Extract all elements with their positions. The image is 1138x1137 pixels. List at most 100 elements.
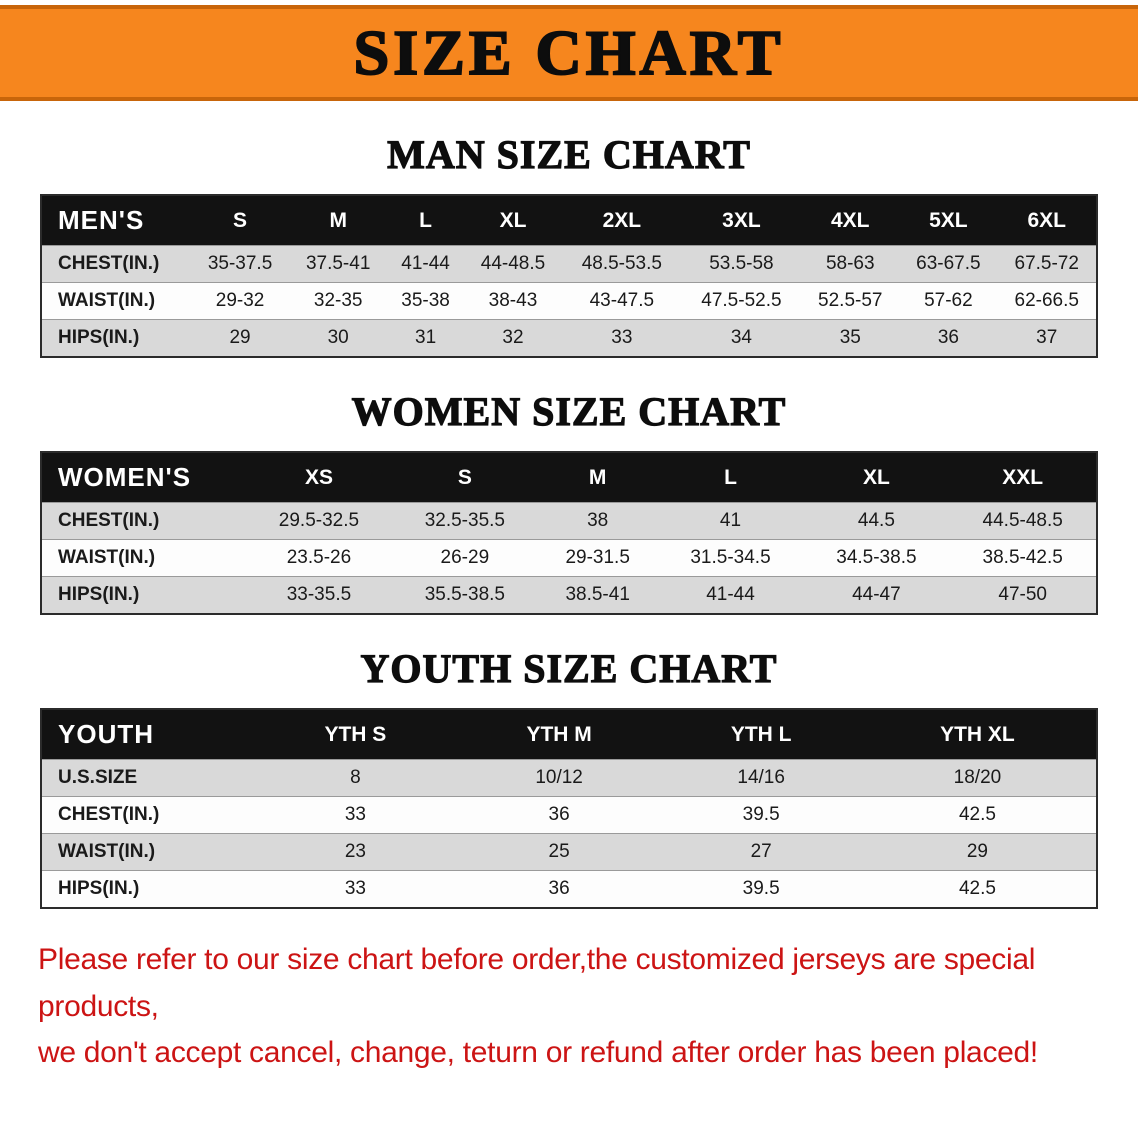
size-value-cell: 34.5-38.5 [803,539,950,577]
size-value-cell: 29-32 [191,282,290,320]
size-column-header: XXL [949,452,1097,503]
size-column-header: 3XL [681,195,802,246]
page-title: SIZE CHART [353,17,785,88]
size-value-cell: 31.5-34.5 [657,539,804,577]
size-value-cell: 8 [256,759,455,797]
size-value-cell: 29-31.5 [537,539,658,577]
size-value-cell: 48.5-53.5 [562,245,682,283]
size-value-cell: 63-67.5 [899,245,998,283]
row-label: CHEST(IN.) [41,796,256,834]
table-header-row: MEN'S S M L XL 2XL 3XL 4XL 5XL 6XL [41,195,1097,246]
size-chart-banner: SIZE CHART [0,5,1138,101]
size-table: MEN'S S M L XL 2XL 3XL 4XL 5XL 6XL CHEST(IN.) 35-37… [40,194,1098,358]
size-value-cell: 14/16 [663,759,859,797]
women-size-table: WOMEN'S XS S M L XL XXL CHEST(IN.) 29.5-32.5 32.5… [40,451,1098,615]
note-line-2: we don't accept cancel, change, teturn o… [38,1036,1038,1069]
size-column-header: L [657,452,804,503]
size-value-cell: 38-43 [463,282,563,320]
size-value-cell: 57-62 [899,282,998,320]
size-table: WOMEN'S XS S M L XL XXL CHEST(IN.) 29.5-32.5 32.5… [40,451,1098,615]
row-label: HIPS(IN.) [41,870,256,908]
size-value-cell: 52.5-57 [801,282,900,320]
size-column-header: M [537,452,658,503]
size-value-cell: 42.5 [858,796,1097,834]
table-row: WAIST(IN.) 23.5-26 26-29 29-31.5 31.5-34.5 34… [41,539,1097,577]
size-value-cell: 33 [256,870,455,908]
size-value-cell: 44.5 [803,502,950,540]
size-value-cell: 35-37.5 [191,245,290,283]
table-header-row: YOUTH YTH S YTH M YTH L YTH XL [41,709,1097,760]
size-column-header: 2XL [562,195,682,246]
table-corner-label: YOUTH [41,709,256,760]
table-row: HIPS(IN.) 33-35.5 35.5-38.5 38.5-41 41-44 44-… [41,576,1097,614]
women-section-heading: WOMEN SIZE CHART [351,388,787,434]
size-value-cell: 35-38 [387,282,464,320]
size-value-cell: 41-44 [387,245,464,283]
size-value-cell: 36 [454,870,664,908]
size-value-cell: 53.5-58 [681,245,802,283]
size-value-cell: 44-47 [803,576,950,614]
row-label: CHEST(IN.) [41,245,191,283]
youth-size-table: YOUTH YTH S YTH M YTH L YTH XL U.S.SIZE 8 10/12… [40,708,1098,909]
size-value-cell: 26-29 [391,539,538,577]
youth-section-heading: YOUTH SIZE CHART [360,645,778,691]
youth-size-section: YOUTH SIZE CHART YOUTH YTH S YTH M YTH L YTH… [0,645,1138,909]
women-size-section: WOMEN SIZE CHART WOMEN'S XS S M L XL XXL CHEST(… [0,388,1138,615]
size-value-cell: 43-47.5 [562,282,682,320]
table-row: WAIST(IN.) 23 25 27 29 [41,833,1097,871]
size-column-header: S [391,452,538,503]
size-value-cell: 30 [289,319,388,357]
row-label: CHEST(IN.) [41,502,246,540]
note-line-1: Please refer to our size chart before or… [38,943,1036,1023]
size-chart-page: SIZE CHART MAN SIZE CHART MEN'S S M L XL 2XL 3… [0,5,1138,1137]
size-value-cell: 33 [256,796,455,834]
size-column-header: XL [803,452,950,503]
size-value-cell: 37 [997,319,1097,357]
size-column-header: XL [463,195,563,246]
size-value-cell: 29 [858,833,1097,871]
size-value-cell: 44.5-48.5 [949,502,1097,540]
men-size-section: MAN SIZE CHART MEN'S S M L XL 2XL 3XL 4XL 5XL 6XL… [0,131,1138,358]
size-value-cell: 39.5 [663,870,859,908]
size-value-cell: 58-63 [801,245,900,283]
size-value-cell: 33 [562,319,682,357]
size-value-cell: 38 [537,502,658,540]
size-value-cell: 32.5-35.5 [391,502,538,540]
size-value-cell: 39.5 [663,796,859,834]
table-row: HIPS(IN.) 29 30 31 32 33 34 35 36 37 [41,319,1097,357]
size-column-header: XS [246,452,392,503]
size-value-cell: 32 [463,319,563,357]
size-value-cell: 47.5-52.5 [681,282,802,320]
table-row: WAIST(IN.) 29-32 32-35 35-38 38-43 43-47.5 47.… [41,282,1097,320]
size-value-cell: 27 [663,833,859,871]
men-size-table: MEN'S S M L XL 2XL 3XL 4XL 5XL 6XL CHEST(IN.) 35-37… [40,194,1098,358]
size-column-header: 5XL [899,195,998,246]
size-table: YOUTH YTH S YTH M YTH L YTH XL U.S.SIZE 8 10/12… [40,708,1098,909]
size-column-header: M [289,195,388,246]
row-label: WAIST(IN.) [41,833,256,871]
table-corner-label: MEN'S [41,195,191,246]
table-corner-label: WOMEN'S [41,452,246,503]
size-value-cell: 31 [387,319,464,357]
table-row: HIPS(IN.) 33 36 39.5 42.5 [41,870,1097,908]
size-value-cell: 32-35 [289,282,388,320]
row-label: WAIST(IN.) [41,282,191,320]
size-column-header: YTH XL [858,709,1097,760]
size-value-cell: 25 [454,833,664,871]
table-row: CHEST(IN.) 33 36 39.5 42.5 [41,796,1097,834]
table-header-row: WOMEN'S XS S M L XL XXL [41,452,1097,503]
size-column-header: YTH L [663,709,859,760]
size-value-cell: 35.5-38.5 [391,576,538,614]
size-value-cell: 34 [681,319,802,357]
row-label: U.S.SIZE [41,759,256,797]
size-value-cell: 23.5-26 [246,539,392,577]
size-value-cell: 36 [899,319,998,357]
table-row: CHEST(IN.) 29.5-32.5 32.5-35.5 38 41 44.5 44.5… [41,502,1097,540]
size-value-cell: 29 [191,319,290,357]
row-label: WAIST(IN.) [41,539,246,577]
size-value-cell: 18/20 [858,759,1097,797]
men-section-heading: MAN SIZE CHART [387,131,751,177]
table-row: U.S.SIZE 8 10/12 14/16 18/20 [41,759,1097,797]
size-value-cell: 41 [657,502,804,540]
size-value-cell: 23 [256,833,455,871]
